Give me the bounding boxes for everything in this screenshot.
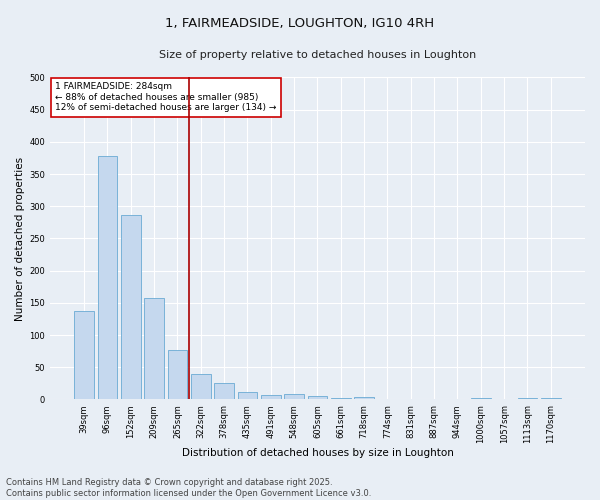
Bar	[308, 396, 328, 400]
Bar	[167, 350, 187, 400]
Bar	[214, 382, 234, 400]
Bar	[261, 395, 281, 400]
Bar	[471, 398, 491, 400]
Text: 1, FAIRMEADSIDE, LOUGHTON, IG10 4RH: 1, FAIRMEADSIDE, LOUGHTON, IG10 4RH	[166, 18, 434, 30]
Bar	[144, 298, 164, 400]
Bar	[284, 394, 304, 400]
Bar	[518, 398, 538, 400]
Bar	[354, 397, 374, 400]
Text: Contains HM Land Registry data © Crown copyright and database right 2025.
Contai: Contains HM Land Registry data © Crown c…	[6, 478, 371, 498]
Bar	[191, 374, 211, 400]
Title: Size of property relative to detached houses in Loughton: Size of property relative to detached ho…	[159, 50, 476, 60]
Bar	[121, 214, 141, 400]
Bar	[238, 392, 257, 400]
Bar	[98, 156, 118, 400]
Text: 1 FAIRMEADSIDE: 284sqm
← 88% of detached houses are smaller (985)
12% of semi-de: 1 FAIRMEADSIDE: 284sqm ← 88% of detached…	[55, 82, 277, 112]
Bar	[74, 311, 94, 400]
Bar	[331, 398, 350, 400]
Y-axis label: Number of detached properties: Number of detached properties	[15, 156, 25, 320]
Bar	[541, 398, 560, 400]
X-axis label: Distribution of detached houses by size in Loughton: Distribution of detached houses by size …	[182, 448, 454, 458]
